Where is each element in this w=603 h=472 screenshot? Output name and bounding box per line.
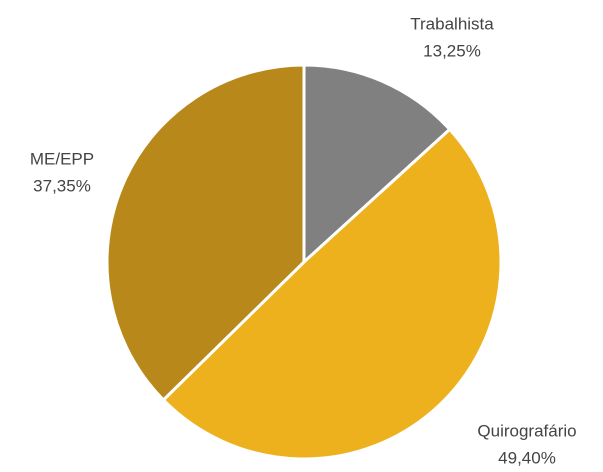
slice-label: Quirografário (477, 421, 576, 440)
slice-value: 37,35% (33, 176, 91, 195)
slice-value: 13,25% (423, 41, 481, 60)
pie-slice (105, 63, 306, 402)
slice-label: ME/EPP (30, 149, 94, 168)
slice-value: 49,40% (498, 448, 556, 467)
pie-slice (302, 63, 452, 264)
slice-label: Trabalhista (410, 14, 494, 33)
pie-slice (161, 127, 503, 461)
